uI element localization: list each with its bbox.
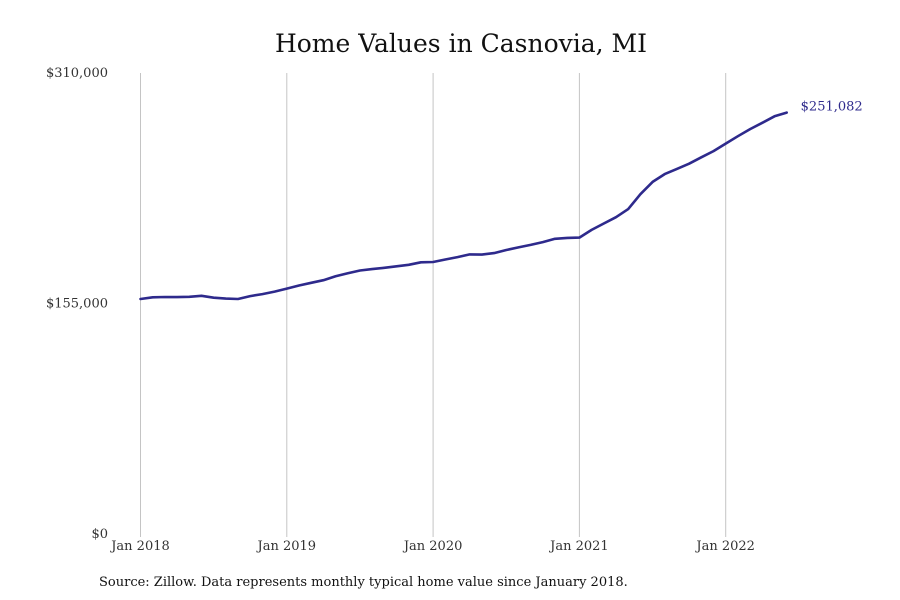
data-point: [554, 238, 556, 240]
x-tick-label: Jan 2019: [256, 539, 317, 554]
data-point: [700, 156, 702, 158]
data-point: [322, 279, 324, 281]
data-point: [408, 264, 410, 266]
data-point: [493, 252, 495, 254]
x-axis: Jan 2018 Jan 2019 Jan 2020 Jan 2021 Jan 2022: [109, 539, 755, 554]
data-point: [225, 297, 227, 299]
data-point: [395, 265, 397, 267]
data-point: [188, 296, 190, 298]
data-point: [761, 122, 763, 124]
y-axis: $0 $155,000 $310,000: [46, 66, 108, 542]
data-point: [213, 297, 215, 299]
data-point: [651, 181, 653, 183]
data-point: [200, 295, 202, 297]
y-tick-label: $310,000: [46, 66, 108, 81]
data-point: [773, 115, 775, 117]
data-point: [505, 249, 507, 251]
data-point: [298, 284, 300, 286]
chart-title: Home Values in Casnovia, MI: [275, 29, 647, 58]
data-point: [432, 261, 434, 263]
y-tick-label: $0: [91, 527, 108, 542]
data-point: [359, 269, 361, 271]
data-point: [444, 258, 446, 260]
data-point: [639, 193, 641, 195]
data-point: [712, 150, 714, 152]
data-point: [737, 135, 739, 137]
data-point: [261, 293, 263, 295]
data-point: [749, 128, 751, 130]
data-point: [164, 296, 166, 298]
series-line: [139, 111, 788, 301]
data-point: [627, 208, 629, 210]
data-point: [529, 244, 531, 246]
x-tick-label: Jan 2021: [548, 539, 609, 554]
source-note: Source: Zillow. Data represents monthly …: [99, 575, 628, 590]
data-point: [152, 296, 154, 298]
data-point: [249, 295, 251, 297]
data-point: [676, 168, 678, 170]
data-point: [542, 241, 544, 243]
gridlines: [140, 73, 727, 537]
y-tick-label: $155,000: [46, 297, 108, 312]
end-value-label: $251,082: [801, 100, 863, 115]
data-point: [590, 229, 592, 231]
series-layer: $251,082: [139, 100, 863, 301]
data-point: [347, 272, 349, 274]
data-point: [383, 267, 385, 269]
data-point: [273, 290, 275, 292]
data-point: [310, 282, 312, 284]
data-point: [371, 268, 373, 270]
data-point: [334, 275, 336, 277]
data-point: [615, 216, 617, 218]
data-point: [420, 261, 422, 263]
data-point: [237, 298, 239, 300]
data-point: [566, 237, 568, 239]
data-point: [603, 222, 605, 224]
x-tick-label: Jan 2018: [109, 539, 170, 554]
x-tick-label: Jan 2020: [402, 539, 463, 554]
data-point: [517, 246, 519, 248]
data-point: [664, 173, 666, 175]
data-point: [481, 253, 483, 255]
data-point: [688, 163, 690, 165]
data-point: [786, 111, 788, 113]
x-tick-label: Jan 2022: [694, 539, 755, 554]
data-point: [469, 253, 471, 255]
data-point: [286, 287, 288, 289]
data-point: [176, 296, 178, 298]
data-point: [578, 236, 580, 238]
data-point: [725, 142, 727, 144]
data-point: [456, 256, 458, 258]
data-point: [139, 298, 141, 300]
